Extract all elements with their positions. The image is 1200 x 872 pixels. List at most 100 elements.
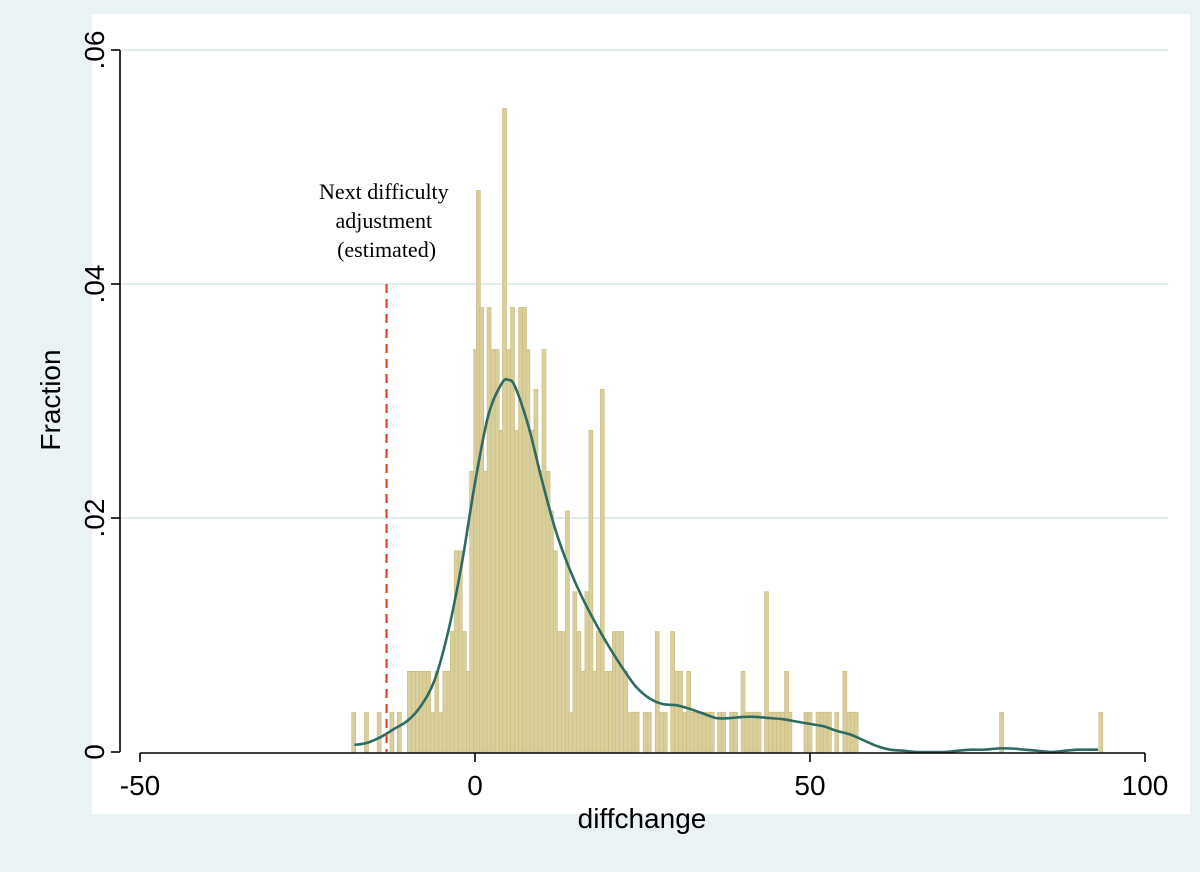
histogram-bar-62 — [627, 711, 633, 753]
histogram-bar-57 — [608, 670, 613, 753]
histogram-bar-34 — [518, 307, 523, 753]
histogram-bar-80 — [709, 711, 715, 753]
histogram-bar-31 — [506, 349, 511, 753]
axes: 0 .02 .04 .06 -50 0 50 100 — [79, 31, 1169, 801]
histogram-bar-52 — [588, 429, 594, 753]
histogram-bar-104 — [842, 670, 848, 753]
y-tick-label-0: 0 — [79, 744, 110, 760]
histogram-bar-66 — [646, 711, 652, 753]
histogram-bar-78 — [701, 711, 707, 753]
histogram-bar-5 — [407, 670, 412, 753]
histogram-bar-47 — [568, 711, 574, 753]
histogram-bar-39 — [537, 470, 543, 753]
histogram-bar-72 — [678, 670, 683, 753]
histogram-bar-95 — [784, 670, 789, 753]
annotation-line-2: adjustment — [336, 208, 433, 233]
histogram-bar-26 — [486, 307, 492, 753]
histogram-bar-86 — [744, 711, 750, 753]
histogram-bar-16 — [449, 631, 455, 753]
y-tick-label-2: .04 — [79, 265, 110, 304]
histogram-bar-79 — [705, 711, 711, 753]
histogram-bar-65 — [642, 711, 648, 753]
histogram-bar-33 — [514, 429, 519, 753]
histogram-bar-96 — [787, 711, 793, 753]
histogram-bar-13 — [438, 711, 444, 753]
histogram-bar-73 — [682, 711, 688, 753]
histogram-bar-19 — [461, 631, 467, 753]
histogram-bar-64 — [634, 711, 640, 753]
histogram-bar-10 — [426, 670, 432, 753]
histogram-bar-70 — [670, 631, 675, 753]
histogram-bar-99 — [815, 711, 821, 753]
histogram-bar-44 — [557, 631, 562, 753]
plot-region — [92, 14, 1190, 814]
histogram-bar-38 — [533, 388, 539, 753]
histogram-bar-61 — [623, 670, 629, 753]
x-axis-title: diffchange — [578, 803, 707, 834]
histogram-bar-59 — [615, 631, 621, 753]
histogram-bar-105 — [846, 711, 852, 753]
annotation-line-3: (estimated) — [337, 237, 436, 262]
y-tick-label-3: .06 — [79, 31, 110, 70]
histogram-bar-32 — [510, 307, 515, 753]
annotation-line-1: Next difficulty — [319, 179, 449, 204]
histogram-bar-6 — [411, 670, 416, 753]
histogram-bar-30 — [502, 108, 507, 753]
x-tick-label-3: 100 — [1122, 770, 1169, 801]
histogram-bar-77 — [697, 711, 703, 753]
histogram-bar-107 — [853, 711, 859, 753]
y-tick-label-1: .02 — [79, 499, 110, 538]
density-curve — [354, 377, 1099, 754]
histogram-bar-55 — [599, 388, 605, 753]
x-tick-label-1: 0 — [467, 770, 483, 801]
histogram-bar-40 — [541, 349, 547, 753]
histogram-bar-2 — [376, 711, 382, 753]
histogram-bar-84 — [733, 711, 738, 753]
histogram-bar-43 — [553, 550, 558, 753]
y-axis-title: Fraction — [35, 349, 66, 450]
histogram-bar-76 — [693, 711, 699, 753]
histogram-bar-98 — [807, 711, 813, 753]
histogram-bar-82 — [721, 711, 726, 753]
histogram-bar-85 — [740, 670, 746, 753]
histogram-bar-109 — [1098, 711, 1104, 753]
histogram-bar-97 — [803, 711, 809, 753]
histogram-bar-28 — [494, 349, 500, 753]
histogram-bar-68 — [658, 711, 664, 753]
histogram-bar-71 — [674, 670, 679, 753]
histogram-bar-37 — [529, 429, 535, 753]
histogram-bar-0 — [351, 711, 357, 753]
histogram-bar-101 — [823, 711, 828, 753]
histogram-bar-49 — [576, 631, 582, 753]
histogram-bar-108 — [999, 711, 1004, 753]
histogram-bar-53 — [591, 670, 597, 753]
histogram-bar-45 — [561, 631, 566, 753]
histogram-bar-50 — [580, 670, 586, 753]
histogram-bar-87 — [748, 711, 754, 753]
histogram-bar-75 — [689, 711, 695, 753]
histogram-bar-69 — [662, 711, 668, 753]
histogram-bar-48 — [572, 591, 578, 753]
histogram-bar-102 — [827, 711, 832, 753]
gridlines — [120, 49, 1168, 519]
histogram-bar-9 — [422, 670, 428, 753]
histogram-bar-27 — [490, 349, 496, 753]
histogram-bar-56 — [604, 670, 609, 753]
histogram-bar-90 — [764, 591, 769, 753]
histogram-bar-89 — [756, 711, 762, 753]
histogram-bar-51 — [584, 591, 590, 753]
histogram-bar-25 — [482, 470, 488, 753]
x-tick-label-0: -50 — [120, 770, 160, 801]
histogram-bar-14 — [442, 670, 448, 753]
histogram-bar-54 — [595, 631, 601, 753]
reference-annotation: Next difficulty adjustment (estimated) — [319, 179, 454, 262]
histogram-bar-74 — [686, 670, 692, 753]
x-tick-label-2: 50 — [794, 770, 825, 801]
histogram-bar-60 — [619, 631, 625, 753]
histogram-bar-36 — [525, 349, 531, 753]
histogram-bar-42 — [549, 510, 554, 753]
histogram-bar-1 — [364, 711, 369, 753]
histogram-bar-46 — [565, 510, 570, 753]
histogram-bar-67 — [654, 631, 660, 753]
